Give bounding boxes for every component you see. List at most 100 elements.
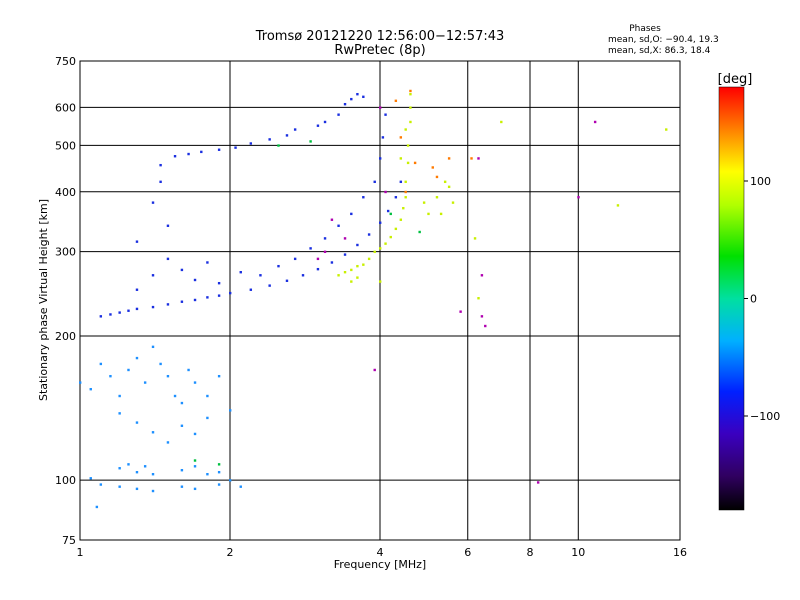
data-point — [316, 267, 320, 271]
data-point — [399, 136, 403, 139]
data-point — [373, 250, 376, 254]
data-point — [151, 489, 155, 493]
data-point — [127, 368, 130, 372]
data-point — [413, 161, 417, 165]
data-point — [409, 106, 412, 109]
data-point — [409, 92, 412, 96]
data-point — [143, 465, 147, 468]
data-point — [536, 481, 540, 484]
data-point — [480, 274, 484, 277]
y-tick-label: 400 — [55, 186, 76, 199]
data-point — [109, 374, 112, 378]
data-point — [217, 470, 221, 474]
data-point — [473, 237, 477, 240]
data-point — [309, 140, 312, 143]
data-point — [337, 224, 340, 227]
colorbar-tick-label: −100 — [750, 410, 780, 423]
data-point — [135, 356, 139, 360]
data-point — [451, 201, 455, 204]
data-point — [443, 180, 447, 184]
data-point — [206, 473, 209, 476]
data-point — [404, 128, 407, 131]
y-axis-label: Stationary phase Virtual Height [km] — [37, 199, 50, 401]
data-point — [166, 441, 170, 444]
data-point — [99, 315, 103, 318]
data-point — [309, 247, 312, 250]
data-point — [118, 485, 121, 488]
data-point — [285, 134, 289, 137]
data-point — [356, 243, 359, 247]
data-point — [118, 311, 121, 314]
data-point — [285, 279, 289, 282]
data-point — [381, 136, 385, 139]
data-point — [268, 284, 271, 287]
data-point — [180, 424, 184, 427]
data-point — [277, 264, 280, 268]
x-axis: 1 2 4 6 8 10 16 — [77, 546, 688, 559]
data-point — [193, 278, 197, 282]
data-point — [323, 120, 327, 124]
data-point — [427, 212, 430, 216]
data-point — [379, 157, 382, 160]
y-tick-label: 100 — [55, 474, 76, 487]
data-point — [330, 261, 334, 264]
data-point — [159, 163, 162, 167]
data-point — [399, 180, 403, 184]
y-tick-label: 600 — [55, 101, 76, 114]
data-point — [500, 120, 503, 124]
data-point — [135, 470, 139, 474]
data-point — [277, 144, 280, 147]
data-point — [480, 315, 484, 318]
data-point — [180, 401, 184, 405]
data-point — [404, 180, 407, 184]
data-point — [386, 209, 390, 213]
data-point — [127, 309, 130, 312]
data-point — [418, 230, 421, 234]
y-tick-label: 200 — [55, 330, 76, 343]
data-point — [135, 421, 139, 424]
data-point — [159, 362, 162, 366]
data-point — [616, 204, 620, 207]
data-point — [350, 212, 353, 216]
data-point — [135, 288, 139, 291]
data-point — [367, 233, 371, 236]
data-point — [193, 298, 197, 302]
data-point — [389, 212, 392, 216]
data-point — [217, 294, 221, 297]
data-point — [151, 305, 155, 309]
data-point — [665, 128, 668, 131]
data-point — [477, 297, 480, 300]
data-point — [384, 113, 387, 116]
data-point — [193, 432, 197, 436]
data-point — [229, 409, 232, 412]
data-point — [217, 483, 221, 486]
data-point — [166, 224, 170, 227]
data-point — [99, 483, 103, 486]
data-point — [447, 185, 451, 189]
data-point — [394, 227, 398, 231]
colorbar — [718, 86, 745, 511]
data-point — [379, 247, 382, 250]
data-point — [459, 310, 462, 313]
data-point — [350, 280, 353, 283]
data-point — [337, 113, 340, 116]
data-point — [431, 166, 434, 169]
y-tick-label: 750 — [55, 55, 76, 68]
data-point — [135, 240, 139, 243]
data-point — [384, 242, 387, 245]
data-point — [379, 280, 382, 283]
data-point — [143, 381, 147, 384]
data-point — [229, 291, 232, 295]
x-tick-label: 4 — [377, 546, 384, 559]
data-point — [316, 257, 320, 261]
y-axis: 75 100 200 300 400 500 600 750 — [55, 55, 76, 547]
data-point — [234, 146, 237, 149]
data-point — [151, 201, 155, 204]
data-point — [127, 463, 130, 466]
data-point — [439, 212, 443, 216]
data-point — [409, 89, 412, 93]
data-point — [409, 120, 412, 124]
data-point — [343, 237, 347, 240]
data-point — [447, 157, 451, 160]
